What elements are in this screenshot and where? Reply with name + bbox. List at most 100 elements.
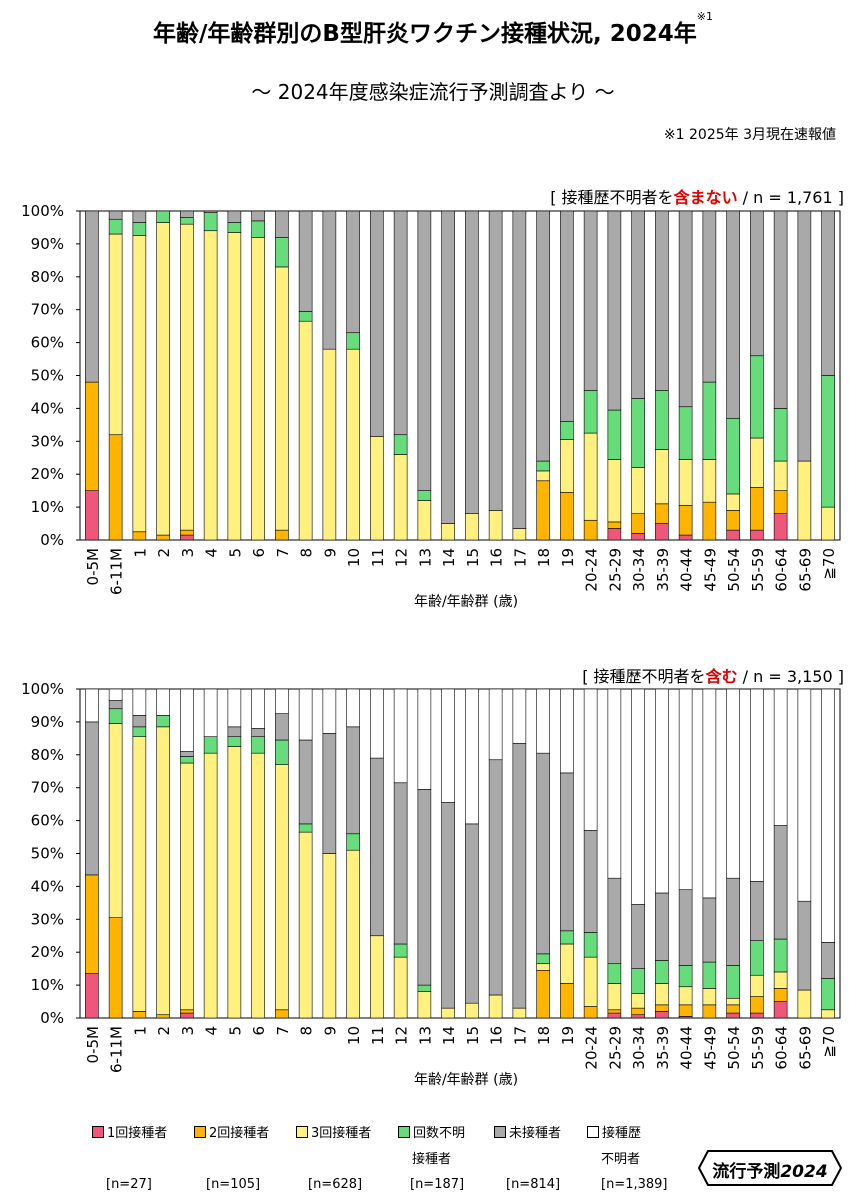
bar-segment-0-5M-1 — [85, 874, 99, 974]
bar-segment-19-4 — [560, 210, 574, 422]
x-tick-label: 9 — [321, 548, 339, 558]
bar-segment-30-34-3 — [631, 968, 645, 994]
bar-segment-6-11M-3 — [108, 218, 123, 235]
bar-segment-13-3 — [417, 490, 432, 501]
bar-segment-9-4 — [322, 210, 337, 350]
legend-item-1dose: 1回接種者 — [92, 1122, 167, 1141]
x-tick-label: 7 — [274, 1026, 292, 1036]
bar-segment-35-39-0 — [655, 523, 669, 541]
bar-segment-3-4 — [180, 210, 194, 218]
bar-segment-25-29-4 — [607, 877, 622, 965]
y-tick-label: 0% — [40, 531, 64, 549]
x-tick-label: 18 — [535, 1026, 553, 1045]
x-tick-label: 1 — [131, 548, 149, 558]
bar-segment-30-34-5 — [631, 688, 645, 905]
bar-segment-0-5M-4 — [85, 721, 99, 876]
bar-segment-10-2 — [346, 849, 360, 1019]
bar-segment-3-5 — [180, 688, 194, 752]
bar-segment-45-49-1 — [702, 501, 717, 541]
bar-segment-8-5 — [298, 688, 313, 741]
bar-segment-55-59-2 — [750, 974, 764, 997]
bar-segment-11-2 — [370, 436, 384, 541]
x-tick-label: 60-64 — [773, 1026, 791, 1070]
bar-segment-50-54-4 — [726, 210, 740, 419]
bar-segment-30-34-4 — [631, 904, 645, 969]
y-tick-label: 30% — [31, 432, 64, 450]
bar-segment-≧70-4 — [821, 942, 835, 979]
bar-segment-6-11M-4 — [108, 210, 123, 220]
x-tick-label: 6-11M — [108, 1026, 126, 1073]
x-axis-label: 年齢/年齢群 (歳) — [414, 594, 518, 610]
bar-segment-19-3 — [560, 930, 574, 945]
bar-segment-7-3 — [275, 237, 289, 268]
bar-segment-35-39-0 — [655, 1011, 669, 1019]
bar-segment-50-54-0 — [726, 1012, 740, 1019]
bar-segment-0-5M-0 — [85, 973, 99, 1019]
x-tick-label: 60-64 — [773, 548, 791, 592]
legend-n-unvaccinated: [n=814] — [506, 1177, 561, 1192]
legend-swatch — [296, 1126, 308, 1138]
bar-segment-4-2 — [203, 752, 218, 1019]
x-tick-label: 11 — [369, 1026, 387, 1045]
bar-segment-5-5 — [227, 688, 242, 728]
bar-segment-60-64-4 — [773, 210, 788, 409]
x-tick-label: 14 — [440, 548, 458, 567]
bar-segment-25-29-0 — [607, 528, 622, 541]
y-tick-label: 30% — [31, 910, 64, 928]
x-tick-label: 10 — [345, 548, 363, 567]
bar-segment-30-34-0 — [631, 533, 645, 541]
bar-segment-3-2 — [180, 762, 194, 1011]
bar-segment-3-1 — [180, 1009, 194, 1014]
bar-segment-10-3 — [346, 833, 360, 851]
bar-segment-7-4 — [275, 210, 289, 238]
legend-n-unknown-doses: [n=187] — [410, 1177, 465, 1192]
x-tick-label: 50-54 — [725, 548, 743, 592]
y-tick-label: 100% — [21, 680, 64, 698]
bar-segment-50-54-3 — [726, 965, 740, 999]
bar-segment-45-49-3 — [702, 381, 717, 460]
bar-segment-4-3 — [203, 736, 218, 754]
legend-n-3dose: [n=628] — [308, 1177, 363, 1192]
bar-segment-16-4 — [488, 210, 503, 511]
bar-segment-4-3 — [203, 212, 218, 232]
bar-segment-0-5M-5 — [85, 688, 99, 723]
bar-segment-10-5 — [346, 688, 360, 728]
bar-segment-2-1 — [156, 534, 170, 541]
bar-segment-16-2 — [488, 510, 503, 541]
bar-segment-50-54-3 — [726, 417, 740, 495]
bar-segment-55-59-0 — [750, 1012, 764, 1019]
bar-segment-3-1 — [180, 529, 194, 536]
bar-segment-0-5M-4 — [85, 210, 99, 383]
y-tick-label: 90% — [31, 713, 64, 731]
bar-segment-25-29-2 — [607, 983, 622, 1011]
bar-segment-6-4 — [251, 728, 265, 738]
legend-n-history-unknown: [n=1,389] — [601, 1177, 668, 1192]
bar-segment-25-29-3 — [607, 409, 622, 460]
y-tick-label: 20% — [31, 465, 64, 483]
x-tick-label: ≧70 — [820, 1026, 838, 1058]
bar-segment-30-34-2 — [631, 993, 645, 1009]
bar-segment-25-29-4 — [607, 210, 622, 411]
bar-segment-11-2 — [370, 935, 384, 1019]
bar-segment-6-2 — [251, 237, 265, 541]
y-tick-label: 0% — [40, 1009, 64, 1027]
bar-segment-14-5 — [441, 688, 455, 803]
y-tick-label: 100% — [21, 202, 64, 220]
x-tick-label: 2 — [155, 548, 173, 558]
bar-segment-14-4 — [441, 210, 455, 524]
bar-segment-50-54-0 — [726, 529, 740, 541]
bar-segment-1-2 — [132, 736, 147, 1012]
x-tick-label: 4 — [203, 548, 221, 558]
bar-segment-20-24-4 — [583, 830, 598, 933]
bar-segment-11-5 — [370, 688, 384, 759]
bar-segment-30-34-4 — [631, 210, 645, 399]
bar-segment-11-4 — [370, 210, 384, 437]
bar-segment-5-4 — [227, 210, 242, 223]
bar-segment-1-4 — [132, 210, 147, 223]
bar-segment-15-4 — [465, 823, 479, 1004]
y-tick-label: 40% — [31, 877, 64, 895]
bar-segment-19-1 — [560, 491, 574, 541]
bar-segment-13-2 — [417, 500, 432, 541]
bar-segment-6-11M-5 — [108, 688, 123, 701]
bar-segment-8-2 — [298, 831, 313, 1019]
